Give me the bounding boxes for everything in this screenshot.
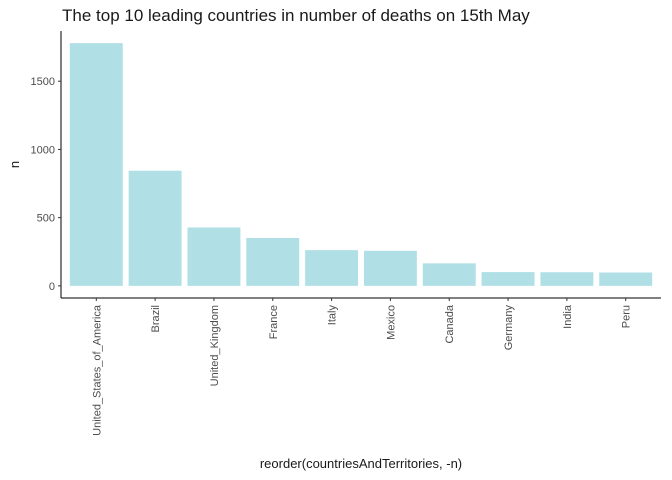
- bar-canada: [422, 263, 476, 286]
- x-tick-label: Peru: [621, 305, 633, 328]
- bar-peru: [599, 272, 653, 286]
- x-tick-label: Mexico: [385, 305, 397, 340]
- x-tick-label: Italy: [327, 305, 339, 326]
- y-tick-label: 1500: [31, 76, 55, 88]
- y-tick-label: 1000: [31, 144, 55, 156]
- x-tick-label: United_States_of_America: [91, 304, 103, 436]
- bar-france: [246, 237, 300, 286]
- bars-layer: [69, 43, 653, 286]
- bar-united-states-of-america: [69, 43, 123, 286]
- y-axis-title: n: [7, 161, 22, 168]
- x-tick-label: Brazil: [150, 305, 162, 333]
- y-tick-label: 0: [49, 281, 55, 293]
- chart-title: The top 10 leading countries in number o…: [62, 6, 530, 25]
- bar-mexico: [363, 250, 417, 286]
- x-tick-label: Canada: [444, 304, 456, 343]
- axes-layer: [58, 31, 661, 301]
- bar-brazil: [128, 170, 182, 286]
- y-tick-label: 500: [37, 213, 55, 225]
- x-tick-label: Germany: [503, 305, 515, 351]
- bar-united-kingdom: [187, 227, 241, 286]
- x-tick-label: United_Kingdom: [209, 305, 221, 386]
- x-axis-title: reorder(countriesAndTerritories, -n): [260, 456, 462, 471]
- bar-germany: [481, 272, 535, 286]
- labels-layer: 0 500 1000 1500 United_States_of_America Braz…: [7, 76, 633, 471]
- x-tick-label: France: [268, 305, 280, 339]
- x-tick-label: India: [562, 304, 574, 329]
- bar-india: [540, 272, 594, 286]
- bar-italy: [305, 250, 359, 286]
